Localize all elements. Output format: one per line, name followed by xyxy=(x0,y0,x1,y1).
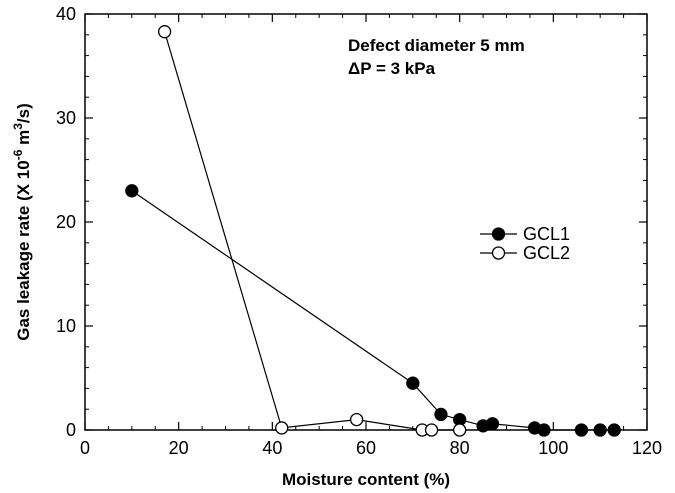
tick-labels: 0 20 40 60 80 100 120 0 10 20 30 40 xyxy=(56,4,662,458)
legend-item-gcl2: GCL2 xyxy=(480,243,570,263)
data-point-gcl1 xyxy=(485,417,500,431)
annotation-pressure: ΔP = 3 kPa xyxy=(348,59,436,78)
legend-gcl2-marker xyxy=(491,246,506,260)
legend-gcl2-label: GCL2 xyxy=(523,243,570,263)
x-tick-label: 120 xyxy=(632,438,662,458)
y-axis-title-tail: /s) xyxy=(14,103,33,123)
data-point-gcl2 xyxy=(275,421,289,435)
series-points xyxy=(125,25,621,437)
x-axis-title: Moisture content (%) xyxy=(282,470,450,489)
x-tick-label: 100 xyxy=(538,438,568,458)
series-line-gcl2 xyxy=(164,31,460,431)
data-point-gcl1 xyxy=(537,423,551,437)
y-tick-label: 0 xyxy=(66,420,76,440)
data-point-gcl2 xyxy=(424,423,439,437)
data-point-gcl1 xyxy=(406,376,420,390)
x-tick-label: 20 xyxy=(169,438,189,458)
data-point-gcl1 xyxy=(607,423,621,437)
y-tick-label: 30 xyxy=(56,108,76,128)
y-tick-label: 10 xyxy=(56,316,76,336)
legend: GCL1 GCL2 xyxy=(480,224,570,263)
data-point-gcl1 xyxy=(574,423,589,437)
legend-gcl1-label: GCL1 xyxy=(523,224,570,244)
data-point-gcl1 xyxy=(125,184,139,198)
annotation-defect-diameter: Defect diameter 5 mm xyxy=(348,36,525,55)
y-axis-title-main: Gas leakage rate (X 10 xyxy=(14,160,33,341)
x-tick-label: 0 xyxy=(80,438,90,458)
y-axis-title: Gas leakage rate (X 10-6 m3/s) xyxy=(11,103,33,341)
y-axis-title-exponent: -6 xyxy=(11,149,25,160)
legend-item-gcl1: GCL1 xyxy=(480,224,570,244)
data-point-gcl2 xyxy=(453,423,467,437)
y-axis-title-unit: m xyxy=(14,130,33,150)
axis-ticks xyxy=(84,13,648,431)
data-point-gcl1 xyxy=(593,423,607,437)
x-tick-label: 40 xyxy=(262,438,282,458)
x-tick-label: 80 xyxy=(450,438,470,458)
y-tick-label: 20 xyxy=(56,212,76,232)
y-axis-title-unit-exponent: 3 xyxy=(11,123,25,130)
data-point-gcl1 xyxy=(434,407,448,422)
legend-gcl1-marker xyxy=(491,227,506,241)
annotation-pressure-text: P = 3 kPa xyxy=(360,59,435,78)
y-tick-label: 40 xyxy=(56,4,76,24)
data-point-gcl2 xyxy=(349,412,364,427)
data-point-gcl2 xyxy=(157,25,172,39)
x-tick-label: 60 xyxy=(356,438,376,458)
annotation-delta-symbol: Δ xyxy=(348,59,360,78)
